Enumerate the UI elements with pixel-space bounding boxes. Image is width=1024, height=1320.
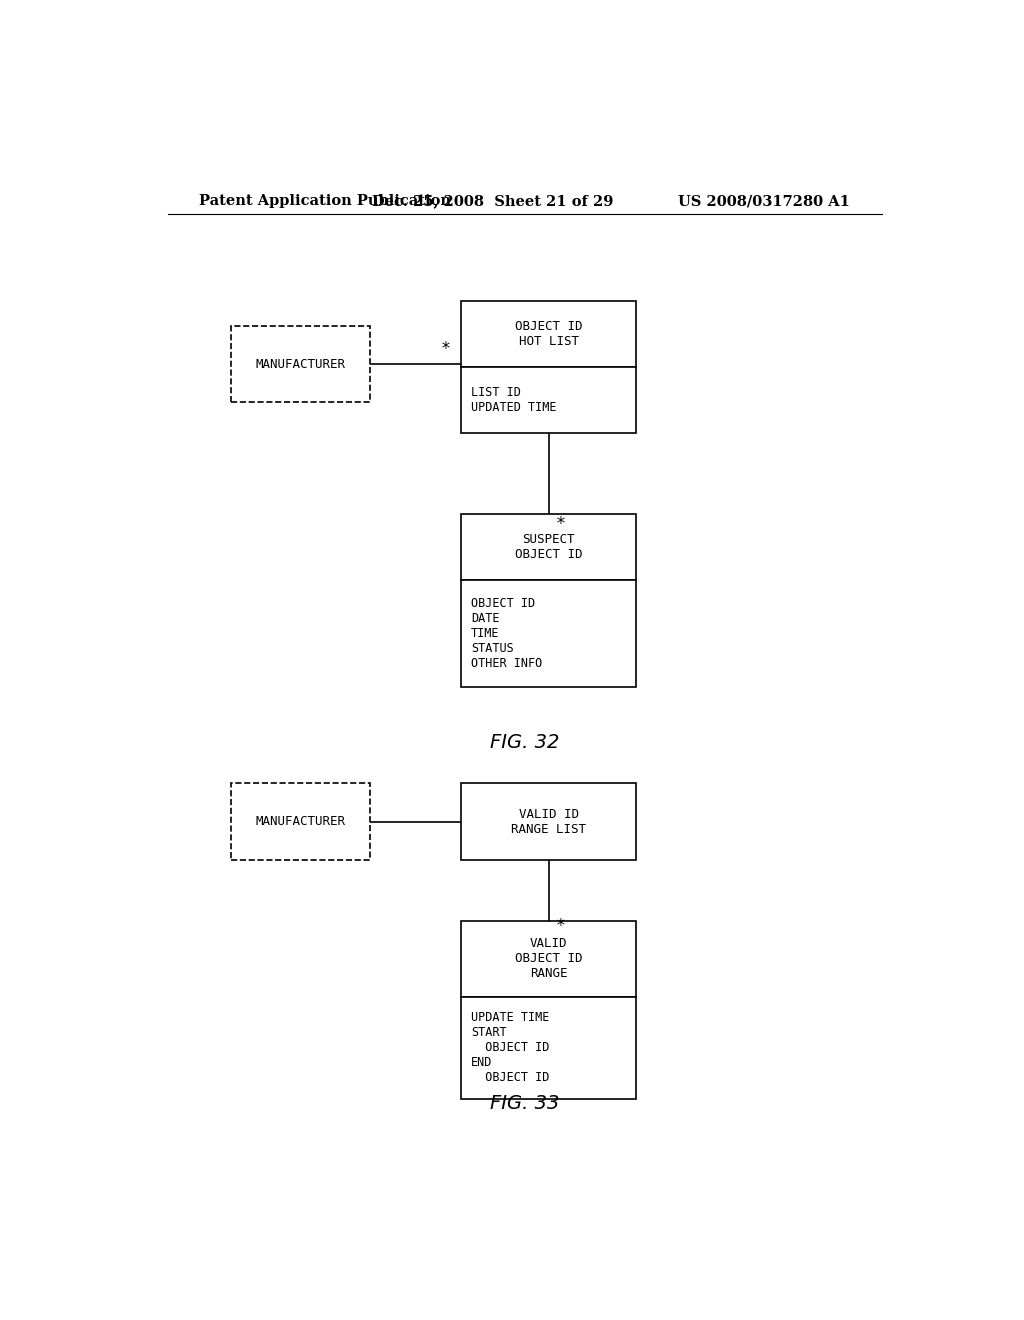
Bar xyxy=(461,301,636,367)
Text: Dec. 25, 2008  Sheet 21 of 29: Dec. 25, 2008 Sheet 21 of 29 xyxy=(373,194,613,209)
Text: *: * xyxy=(555,515,565,533)
Bar xyxy=(231,784,370,859)
Text: UPDATE TIME
START
  OBJECT ID
END
  OBJECT ID: UPDATE TIME START OBJECT ID END OBJECT I… xyxy=(471,1011,549,1084)
Text: MANUFACTURER: MANUFACTURER xyxy=(256,816,346,828)
Text: LIST ID
UPDATED TIME: LIST ID UPDATED TIME xyxy=(471,385,556,413)
Text: SUSPECT
OBJECT ID: SUSPECT OBJECT ID xyxy=(515,533,583,561)
Text: *: * xyxy=(555,917,565,935)
Bar xyxy=(461,997,636,1098)
Bar xyxy=(461,921,636,997)
Bar xyxy=(461,581,636,686)
Text: VALID ID
RANGE LIST: VALID ID RANGE LIST xyxy=(511,808,586,836)
Text: *: * xyxy=(440,341,451,359)
Text: FIG. 32: FIG. 32 xyxy=(490,734,559,752)
Text: MANUFACTURER: MANUFACTURER xyxy=(256,358,346,371)
Text: Patent Application Publication: Patent Application Publication xyxy=(200,194,452,209)
Bar xyxy=(461,784,636,859)
Bar xyxy=(461,515,636,581)
Text: OBJECT ID
DATE
TIME
STATUS
OTHER INFO: OBJECT ID DATE TIME STATUS OTHER INFO xyxy=(471,597,542,671)
Text: FIG. 33: FIG. 33 xyxy=(490,1094,559,1113)
Bar xyxy=(231,326,370,403)
Text: US 2008/0317280 A1: US 2008/0317280 A1 xyxy=(678,194,850,209)
Text: OBJECT ID
HOT LIST: OBJECT ID HOT LIST xyxy=(515,319,583,347)
Text: VALID
OBJECT ID
RANGE: VALID OBJECT ID RANGE xyxy=(515,937,583,981)
Bar xyxy=(461,367,636,433)
